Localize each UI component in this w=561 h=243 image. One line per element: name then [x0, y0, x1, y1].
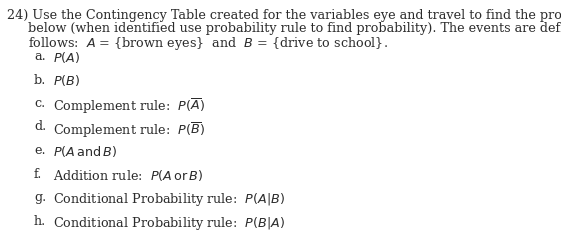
Text: below (when identified use probability rule to find probability). The events are: below (when identified use probability r…	[28, 22, 561, 35]
Text: a.: a.	[34, 50, 46, 63]
Text: f.: f.	[34, 167, 43, 181]
Text: $P(A)$: $P(A)$	[53, 50, 80, 65]
Text: follows:  $\mathit{A}$ = {brown eyes}  and  $\mathit{B}$ = {drive to school}.: follows: $\mathit{A}$ = {brown eyes} and…	[28, 35, 388, 52]
Text: c.: c.	[34, 97, 45, 110]
Text: g.: g.	[34, 191, 46, 204]
Text: d.: d.	[34, 121, 46, 133]
Text: Complement rule:  $P(\overline{A})$: Complement rule: $P(\overline{A})$	[53, 97, 205, 116]
Text: Complement rule:  $P(\overline{B})$: Complement rule: $P(\overline{B})$	[53, 121, 205, 140]
Text: Addition rule:  $P(A\,\mathrm{or}\,B)$: Addition rule: $P(A\,\mathrm{or}\,B)$	[53, 167, 203, 182]
Text: $P(B)$: $P(B)$	[53, 73, 80, 88]
Text: h.: h.	[34, 215, 46, 227]
Text: Conditional Probability rule:  $P(B|A)$: Conditional Probability rule: $P(B|A)$	[53, 215, 285, 232]
Text: Conditional Probability rule:  $P(A|B)$: Conditional Probability rule: $P(A|B)$	[53, 191, 285, 208]
Text: $P(A\,\mathrm{and}\,B)$: $P(A\,\mathrm{and}\,B)$	[53, 144, 117, 159]
Text: 24) Use the Contingency Table created for the variables eye and travel to find t: 24) Use the Contingency Table created fo…	[7, 9, 561, 22]
Text: b.: b.	[34, 73, 47, 87]
Text: e.: e.	[34, 144, 45, 157]
